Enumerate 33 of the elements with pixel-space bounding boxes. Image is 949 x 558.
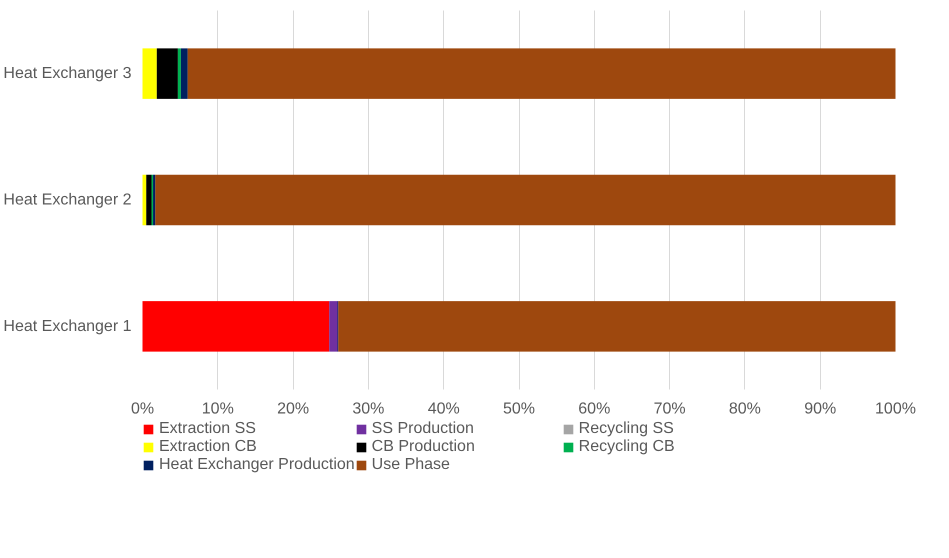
legend-label: Heat Exchanger Production: [159, 456, 355, 474]
bar: [155, 174, 896, 226]
bar: [329, 301, 338, 352]
y-tick-label: Heat Exchanger 3: [3, 65, 132, 82]
bar: [178, 48, 181, 99]
x-tick-label: 80%: [728, 400, 761, 418]
bar: [142, 301, 330, 352]
y-tick-label: Heat Exchanger 1: [3, 318, 132, 335]
x-tick-label: 20%: [277, 400, 310, 418]
legend-label: Recycling CB: [578, 438, 676, 456]
x-tick-label: 100%: [875, 400, 916, 418]
y-tick-label: Heat Exchanger 2: [3, 192, 132, 208]
x-tick-label: 10%: [202, 400, 234, 418]
legend-label: SS Production: [372, 420, 475, 438]
x-tick-label: 70%: [654, 400, 686, 418]
x-tick-label: 90%: [804, 400, 836, 418]
bar: [156, 48, 178, 99]
bar: [338, 301, 896, 352]
x-tick-label: 0%: [130, 400, 154, 418]
x-tick-label: 40%: [428, 400, 460, 418]
x-tick-label: 60%: [578, 400, 610, 418]
bar: [142, 48, 157, 99]
bar: [146, 174, 152, 226]
legend-label: Extraction CB: [159, 438, 258, 456]
legend-label: CB Production: [372, 438, 476, 456]
bar: [142, 174, 146, 226]
x-tick-label: 50%: [502, 400, 536, 418]
legend-label: Use Phase: [372, 456, 451, 474]
bar: [180, 48, 188, 99]
bar: [188, 48, 896, 99]
legend-label: Recycling SS: [578, 420, 675, 438]
legend-label: Extraction SS: [159, 420, 257, 438]
x-tick-label: 30%: [352, 400, 384, 418]
